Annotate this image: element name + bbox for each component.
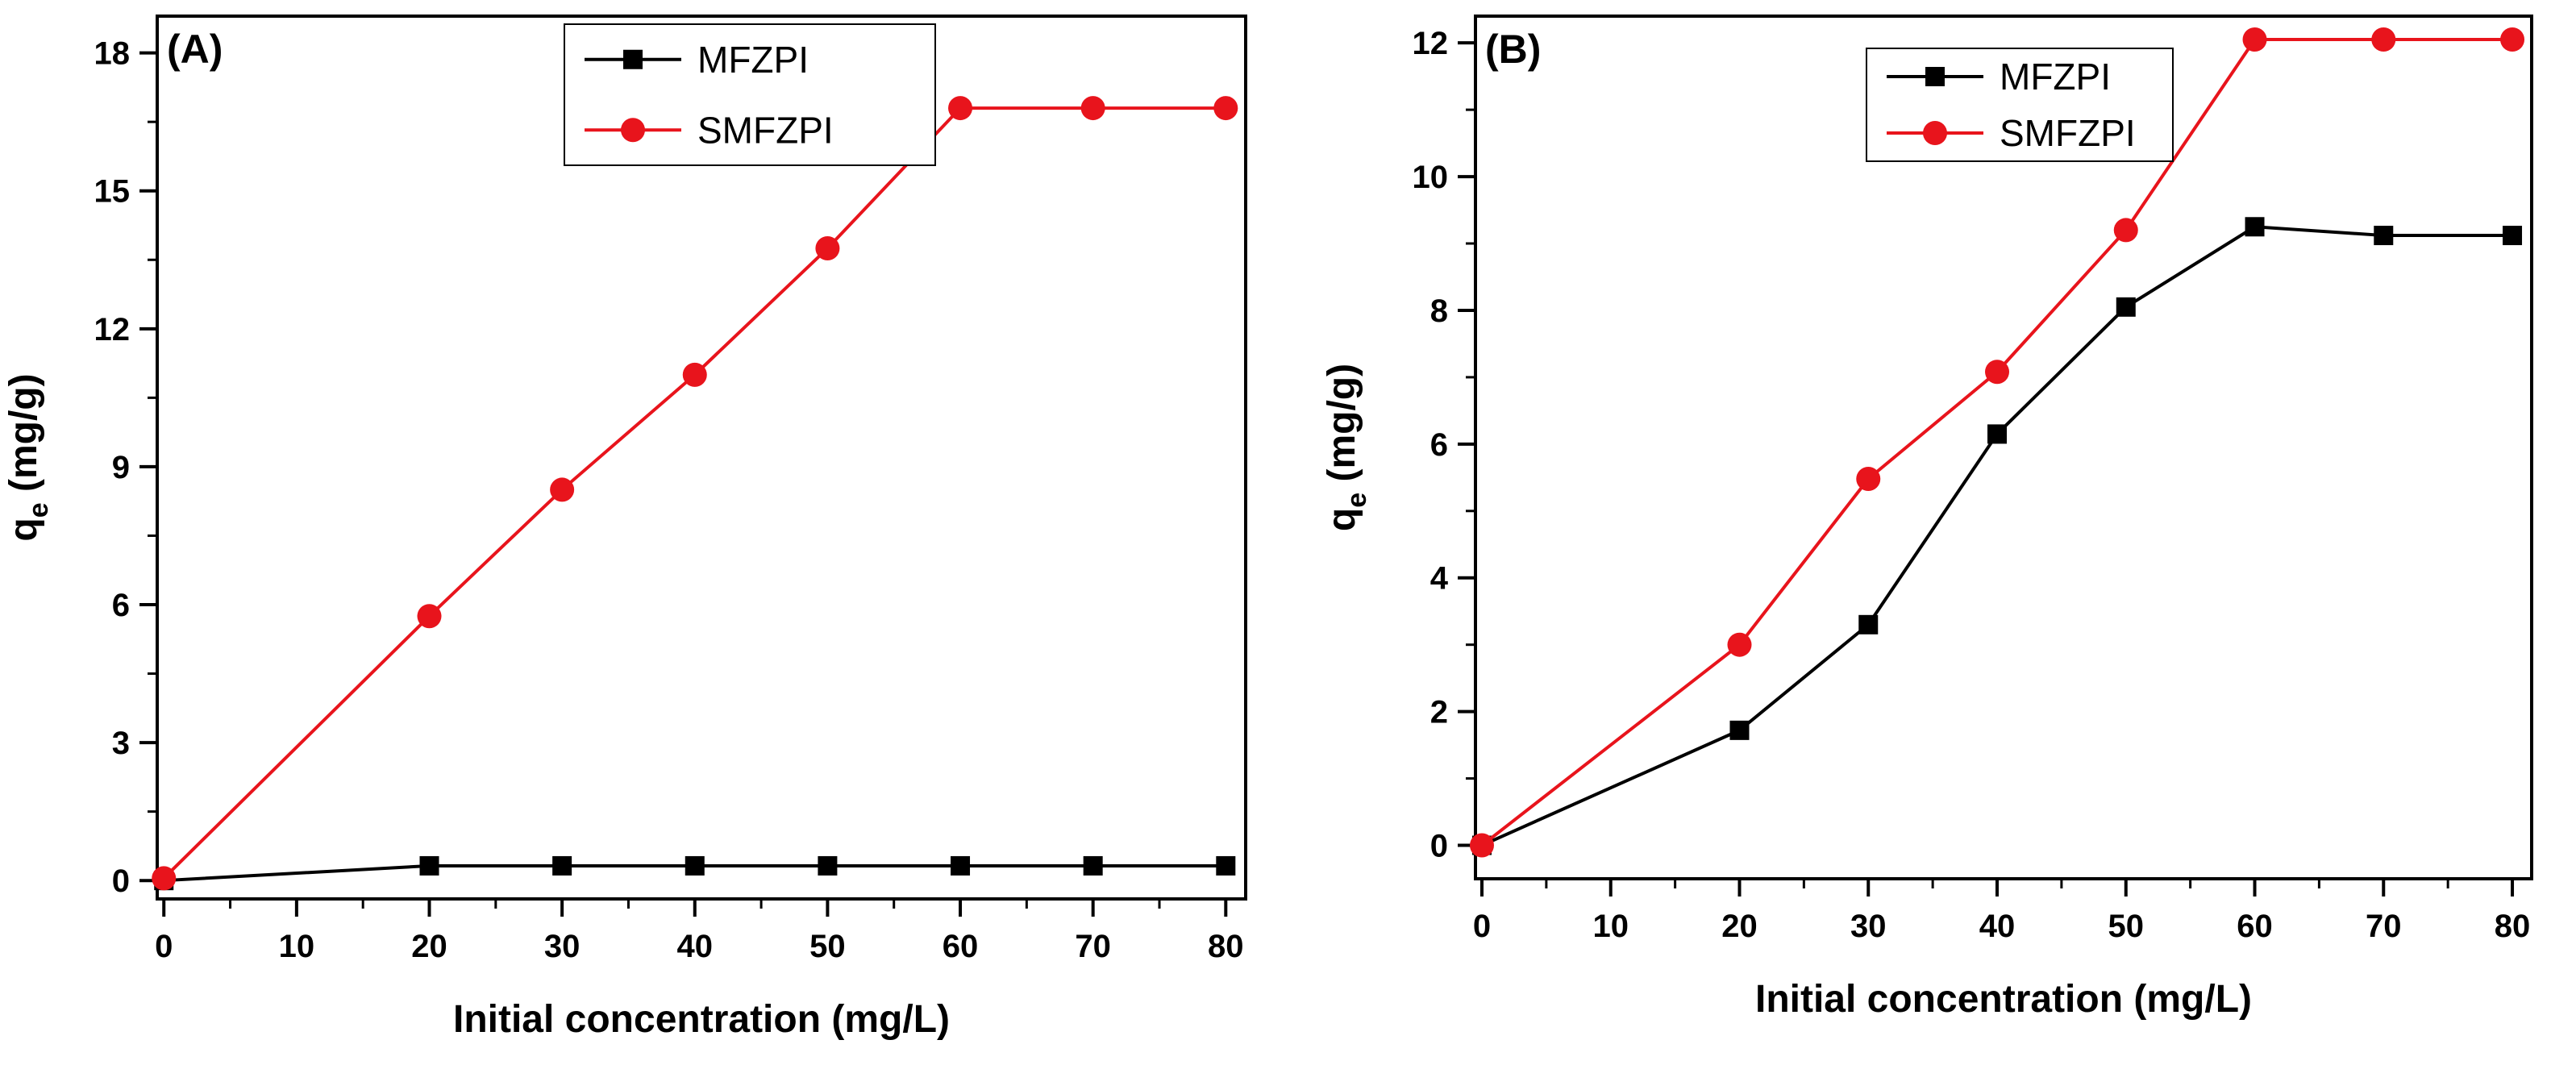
data-point-mfzpi (552, 855, 572, 876)
legend-marker-smfzpi (621, 118, 645, 143)
x-tick-label: 10 (1592, 909, 1629, 944)
x-tick-label: 0 (1473, 909, 1491, 944)
y-axis-title: qe (mg/g) (2, 373, 54, 541)
data-point-smfzpi (815, 236, 840, 261)
data-point-mfzpi (2116, 297, 2136, 317)
x-tick-label: 80 (2495, 909, 2531, 944)
data-point-smfzpi (2242, 27, 2267, 52)
x-tick-label: 70 (1075, 929, 1111, 964)
data-point-smfzpi (1213, 96, 1238, 121)
x-tick-label: 80 (1208, 929, 1244, 964)
y-axis-title-main: q (2, 518, 45, 541)
y-axis-title-unit: (mg/g) (2, 373, 45, 502)
data-point-smfzpi (1985, 360, 2010, 385)
y-axis-title-subscript: e (23, 502, 54, 518)
legend-marker-mfzpi (1925, 67, 1945, 86)
legend-label-smfzpi: SMFZPI (2000, 112, 2136, 154)
legend-label-smfzpi: SMFZPI (697, 109, 834, 151)
y-tick-label: 0 (1430, 829, 1448, 864)
y-tick-label: 2 (1430, 695, 1448, 730)
x-tick-label: 10 (279, 929, 315, 964)
x-tick-label: 70 (2366, 909, 2402, 944)
legend-label-mfzpi: MFZPI (697, 39, 809, 81)
legend-label-mfzpi: MFZPI (2000, 56, 2111, 98)
data-point-mfzpi (1216, 855, 1236, 876)
x-axis-title: Initial concentration (mg/L) (453, 998, 950, 1041)
data-point-mfzpi (2374, 226, 2394, 246)
series-line-smfzpi (1480, 38, 2513, 847)
data-point-smfzpi (550, 477, 575, 502)
data-point-mfzpi (951, 855, 971, 876)
x-tick-label: 0 (155, 929, 173, 964)
y-axis-title-unit: (mg/g) (1321, 364, 1363, 493)
data-point-smfzpi (152, 866, 177, 891)
y-axis-title-subscript: e (1342, 493, 1372, 508)
y-axis-title-main: q (1321, 508, 1363, 531)
y-tick-label: 12 (1413, 26, 1449, 61)
y-tick-label: 0 (112, 863, 130, 899)
data-point-mfzpi (1858, 614, 1879, 634)
y-tick-label: 15 (94, 174, 131, 210)
series-line-mfzpi (1481, 225, 2513, 847)
legend-marker-mfzpi (623, 49, 643, 69)
data-point-mfzpi (1987, 424, 2008, 444)
y-tick-label: 10 (1413, 160, 1449, 195)
x-tick-label: 20 (1721, 909, 1758, 944)
data-point-smfzpi (1856, 466, 1881, 491)
y-tick-label: 12 (94, 312, 131, 347)
data-point-mfzpi (419, 855, 439, 876)
x-tick-label: 50 (2108, 909, 2145, 944)
data-point-smfzpi (2371, 27, 2396, 52)
panel-label: (B) (1485, 27, 1541, 72)
plot-frame (156, 15, 1247, 901)
data-point-smfzpi (2113, 218, 2138, 243)
data-point-smfzpi (1727, 632, 1752, 657)
x-tick-label: 60 (2237, 909, 2273, 944)
plot-frame (1474, 15, 2533, 880)
x-axis-title: Initial concentration (mg/L) (1755, 978, 2252, 1021)
y-tick-label: 6 (1430, 427, 1448, 463)
y-tick-label: 18 (94, 36, 131, 72)
y-tick-label: 4 (1430, 561, 1449, 597)
x-tick-label: 50 (809, 929, 846, 964)
chart-panel-b: 0 10 20 30 40 50 60 70 80 0 2 4 6 8 10 12 Initial concen… (1321, 15, 2533, 1021)
series-line-mfzpi (164, 863, 1226, 883)
legend: MFZPI SMFZPI (564, 23, 936, 166)
x-tick-label: 20 (411, 929, 447, 964)
data-point-mfzpi (1729, 720, 1750, 740)
legend-box (1866, 48, 2174, 162)
x-tick-label: 30 (544, 929, 581, 964)
data-point-smfzpi (682, 362, 707, 387)
legend: MFZPI SMFZPI (1866, 48, 2174, 162)
x-tick-label: 60 (943, 929, 979, 964)
y-tick-label: 8 (1430, 293, 1448, 329)
x-tick-label: 40 (677, 929, 714, 964)
y-tick-label: 3 (112, 726, 130, 761)
data-point-smfzpi (1080, 96, 1105, 121)
data-point-smfzpi (2500, 27, 2525, 52)
data-point-smfzpi (1469, 833, 1494, 858)
y-tick-label: 6 (112, 588, 130, 623)
data-point-mfzpi (818, 855, 838, 876)
data-point-mfzpi (2245, 217, 2265, 237)
x-tick-label: 40 (1979, 909, 2016, 944)
legend-marker-smfzpi (1923, 121, 1947, 145)
data-point-smfzpi (948, 96, 973, 121)
panel-label: (A) (167, 27, 223, 72)
x-tick-label: 30 (1850, 909, 1887, 944)
data-point-mfzpi (685, 855, 705, 876)
series-line-smfzpi (162, 106, 1226, 880)
data-point-smfzpi (417, 604, 442, 629)
data-point-mfzpi (1083, 855, 1103, 876)
chart-panel-a: 0 10 20 30 40 50 60 70 80 0 3 6 9 12 15 18 Initial conce… (2, 15, 1247, 1041)
y-tick-label: 9 (112, 450, 130, 485)
legend-box (564, 23, 936, 166)
data-point-mfzpi (2503, 226, 2523, 246)
y-axis-title: qe (mg/g) (1321, 364, 1372, 531)
